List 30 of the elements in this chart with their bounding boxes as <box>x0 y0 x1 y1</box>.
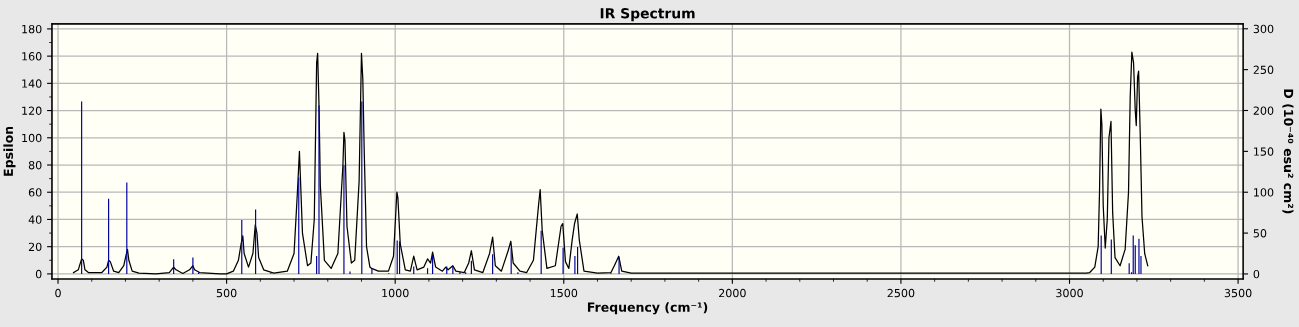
y-tick-label: 20 <box>28 242 42 252</box>
y-tick-label: 60 <box>28 188 42 197</box>
x-tick-label: 1500 <box>550 288 578 298</box>
chart-title: IR Spectrum <box>600 8 695 22</box>
x-tick-label: 2000 <box>719 288 746 298</box>
x-tick-label: 1000 <box>382 288 409 298</box>
y2-axis-title: D (10⁻⁴⁰ esu² cm²) <box>1282 89 1294 214</box>
y-tick-label: 100 <box>22 133 42 143</box>
y-tick-label: 160 <box>22 52 42 61</box>
x-tick-label: 2500 <box>887 288 915 298</box>
y-tick-label: 120 <box>22 106 42 115</box>
y2-tick-label: 200 <box>1253 106 1274 115</box>
x-tick-label: 500 <box>216 288 237 298</box>
x-tick-label: 0 <box>55 288 61 298</box>
y2-tick-label: 100 <box>1254 188 1274 197</box>
line-series <box>72 51 1149 275</box>
y-tick-label: 80 <box>28 160 42 170</box>
y-tick-label: 140 <box>22 79 42 88</box>
y2-tick-label: 250 <box>1253 65 1274 75</box>
y2-tick-label: 50 <box>1253 229 1267 238</box>
x-tick-label: 3500 <box>1224 288 1252 298</box>
y-tick-label: 40 <box>28 215 42 224</box>
x-tick-label: 3000 <box>1056 288 1083 298</box>
y2-tick-label: 0 <box>1253 269 1260 279</box>
y-tick-label: 180 <box>22 24 42 34</box>
y-axis-title: Epsilon <box>3 126 16 176</box>
y2-tick-label: 300 <box>1253 24 1274 34</box>
y-tick-label: 0 <box>35 269 42 279</box>
x-axis-title: Frequency (cm⁻¹) <box>587 302 708 315</box>
y2-tick-label: 150 <box>1254 147 1274 156</box>
